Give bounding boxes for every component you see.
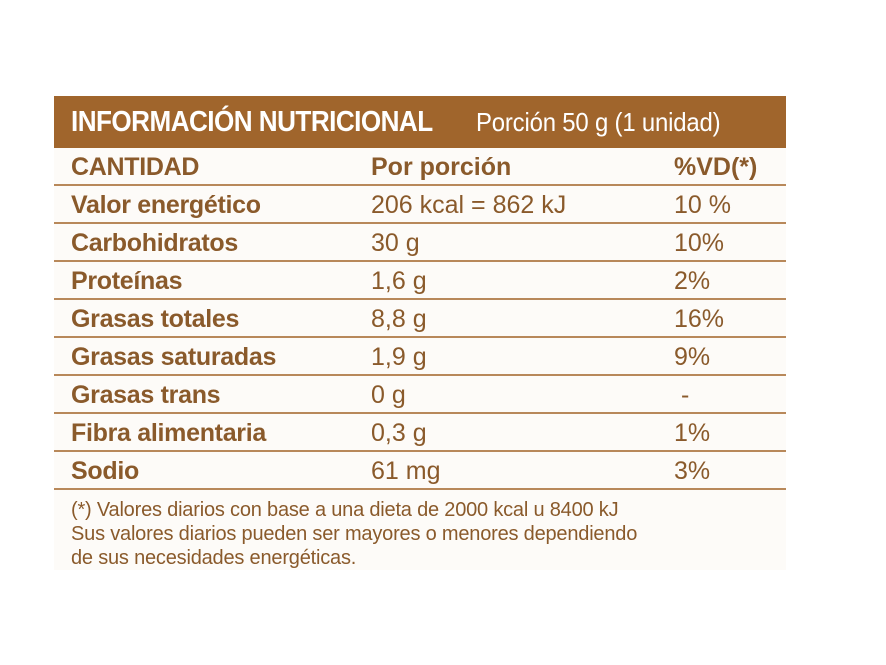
table-row: Carbohidratos 30 g 10% bbox=[54, 224, 786, 262]
nutrient-amount: 1,6 g bbox=[371, 267, 427, 295]
nutrient-daily-value: 2% bbox=[674, 267, 711, 295]
portion-size: Porción 50 g (1 unidad) bbox=[476, 106, 721, 137]
column-header-quantity: CANTIDAD bbox=[71, 153, 200, 181]
nutrient-daily-value: - bbox=[681, 381, 690, 409]
nutrient-amount: 0 g bbox=[371, 381, 406, 409]
nutrition-facts-table: INFORMACIÓN NUTRICIONAL Porción 50 g (1 … bbox=[54, 96, 786, 570]
table-row: Grasas trans 0 g - bbox=[54, 376, 786, 414]
table-row: Grasas totales 8,8 g 16% bbox=[54, 300, 786, 338]
table-title: INFORMACIÓN NUTRICIONAL bbox=[71, 105, 433, 138]
table-row: Fibra alimentaria 0,3 g 1% bbox=[54, 414, 786, 452]
column-header-daily-value: %VD(*) bbox=[674, 153, 758, 181]
table-row: Proteínas 1,6 g 2% bbox=[54, 262, 786, 300]
nutrient-daily-value: 10% bbox=[674, 229, 725, 257]
table-row: Valor energético 206 kcal = 862 kJ 10 % bbox=[54, 186, 786, 224]
nutrient-amount: 0,3 g bbox=[371, 419, 427, 447]
nutrient-daily-value: 16% bbox=[674, 305, 725, 333]
footnote-line: Sus valores diarios pueden ser mayores o… bbox=[71, 523, 638, 545]
column-header-row: CANTIDAD Por porción %VD(*) bbox=[54, 148, 786, 186]
nutrient-name: Carbohidratos bbox=[71, 229, 238, 257]
nutrient-amount: 8,8 g bbox=[371, 305, 427, 333]
nutrient-daily-value: 10 % bbox=[674, 191, 731, 219]
table-row: Grasas saturadas 1,9 g 9% bbox=[54, 338, 786, 376]
nutrient-name: Grasas trans bbox=[71, 381, 221, 409]
footnote: (*) Valores diarios con base a una dieta… bbox=[71, 498, 781, 570]
nutrient-amount: 1,9 g bbox=[371, 343, 427, 371]
nutrient-name: Grasas saturadas bbox=[71, 343, 277, 371]
column-header-per-portion: Por porción bbox=[371, 153, 512, 181]
nutrient-name: Valor energético bbox=[71, 191, 261, 219]
nutrient-amount: 61 mg bbox=[371, 457, 441, 485]
footnote-line: de sus necesidades energéticas. bbox=[71, 547, 357, 569]
nutrient-amount: 206 kcal = 862 kJ bbox=[371, 191, 567, 219]
nutrient-daily-value: 3% bbox=[674, 457, 711, 485]
nutrient-name: Proteínas bbox=[71, 267, 183, 295]
footnote-line: (*) Valores diarios con base a una dieta… bbox=[71, 499, 619, 521]
nutrient-amount: 30 g bbox=[371, 229, 420, 257]
nutrient-name: Fibra alimentaria bbox=[71, 419, 266, 447]
table-header: INFORMACIÓN NUTRICIONAL Porción 50 g (1 … bbox=[54, 96, 786, 148]
table-row: Sodio 61 mg 3% bbox=[54, 452, 786, 490]
nutrient-daily-value: 1% bbox=[674, 419, 711, 447]
nutrient-name: Sodio bbox=[71, 457, 139, 485]
nutrient-name: Grasas totales bbox=[71, 305, 240, 333]
nutrient-daily-value: 9% bbox=[674, 343, 711, 371]
